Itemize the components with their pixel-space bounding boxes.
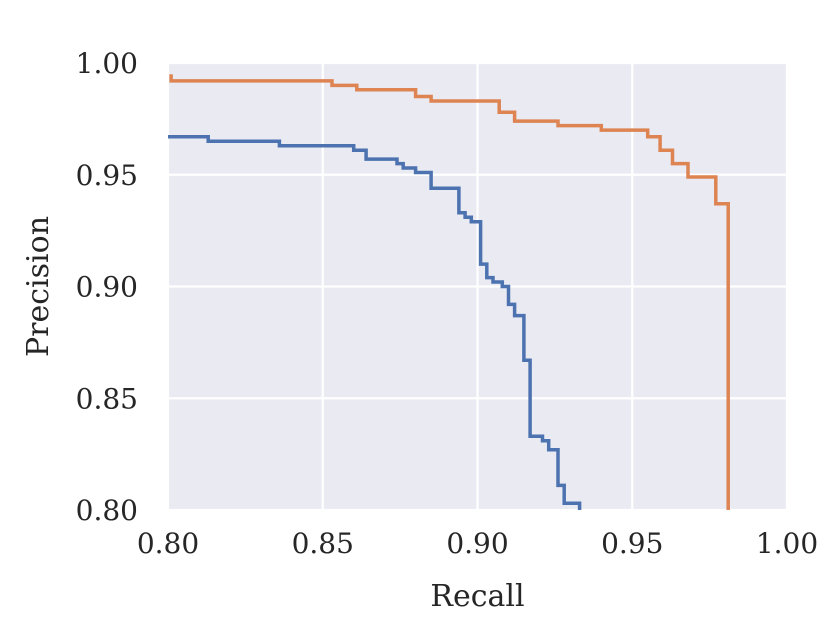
- x-tick-label: 0.95: [601, 527, 663, 560]
- x-tick-label: 0.90: [446, 527, 508, 560]
- series-line-2: [169, 74, 730, 510]
- x-tick-label: 0.80: [137, 527, 199, 560]
- y-tick-labels: 0.80 0.85 0.90 0.95 1.00: [76, 47, 138, 527]
- y-axis-label: Precision: [21, 216, 56, 357]
- x-tick-label: 1.00: [756, 527, 818, 560]
- x-tick-label: 0.85: [292, 527, 354, 560]
- y-tick-label: 1.00: [76, 47, 138, 80]
- y-tick-label: 0.80: [76, 494, 138, 527]
- x-tick-labels: 0.80 0.85 0.90 0.95 1.00: [137, 527, 818, 560]
- x-axis-label: Recall: [430, 579, 524, 614]
- y-tick-label: 0.90: [76, 271, 138, 304]
- series-line-1: [168, 135, 582, 510]
- y-tick-label: 0.85: [76, 382, 138, 415]
- series-layer: [168, 74, 730, 510]
- y-tick-label: 0.95: [76, 159, 138, 192]
- grid-lines: [166, 61, 789, 512]
